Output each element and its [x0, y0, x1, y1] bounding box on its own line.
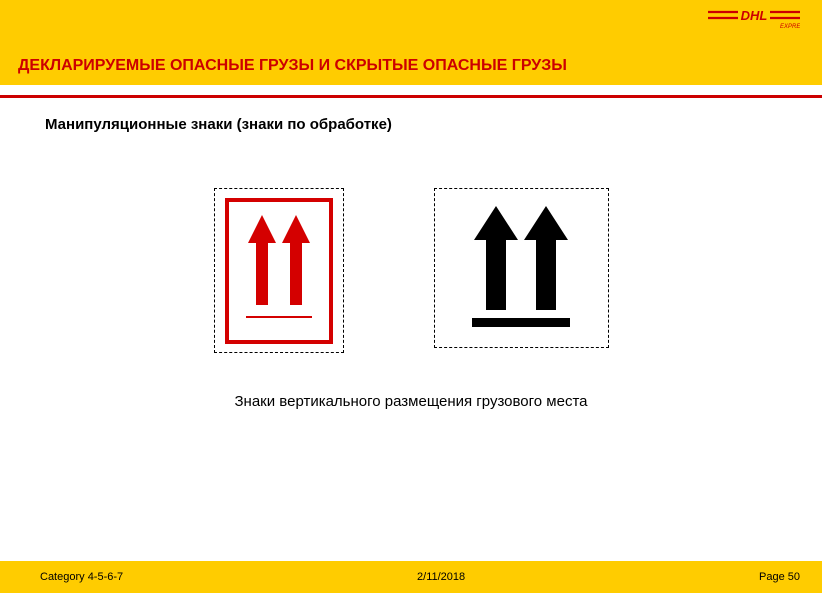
dhl-logo: DHL EXPRESS [708, 8, 800, 35]
svg-text:EXPRESS: EXPRESS [780, 24, 800, 30]
this-way-up-black-icon [446, 198, 596, 338]
caption: Знаки вертикального размещения грузового… [0, 393, 822, 410]
footer-category: Category 4-5-6-7 [40, 571, 123, 583]
svg-text:DHL: DHL [741, 8, 768, 23]
this-way-up-red-icon [224, 197, 334, 345]
footer-page: Page 50 [759, 571, 800, 583]
accent-divider [0, 95, 822, 98]
footer: Category 4-5-6-7 2/11/2018 Page 50 [0, 561, 822, 593]
header-band: DHL EXPRESS ДЕКЛАРИРУЕМЫЕ ОПАСНЫЕ ГРУЗЫ … [0, 0, 822, 85]
sign-black-box [434, 188, 609, 348]
subtitle: Манипуляционные знаки (знаки по обработк… [45, 116, 822, 133]
footer-date: 2/11/2018 [417, 571, 465, 583]
page-title: ДЕКЛАРИРУЕМЫЕ ОПАСНЫЕ ГРУЗЫ И СКРЫТЫЕ ОП… [18, 57, 567, 75]
sign-red-box [214, 188, 344, 353]
signs-row [0, 188, 822, 353]
